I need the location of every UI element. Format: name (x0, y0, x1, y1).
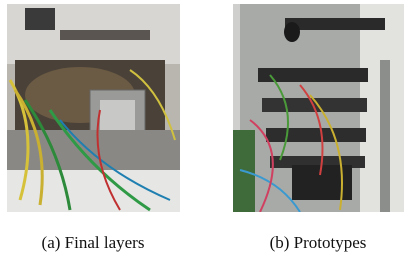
caption: (b) Prototypes (270, 233, 367, 252)
photo-prototypes (233, 4, 404, 212)
figure: (a) Final layers (b) Prototypes (0, 0, 409, 254)
page: {"figure": {"panels": [{"caption": "(a) … (0, 0, 409, 254)
caption: (a) Final layers (42, 233, 145, 252)
photo-final-layers (7, 4, 180, 212)
